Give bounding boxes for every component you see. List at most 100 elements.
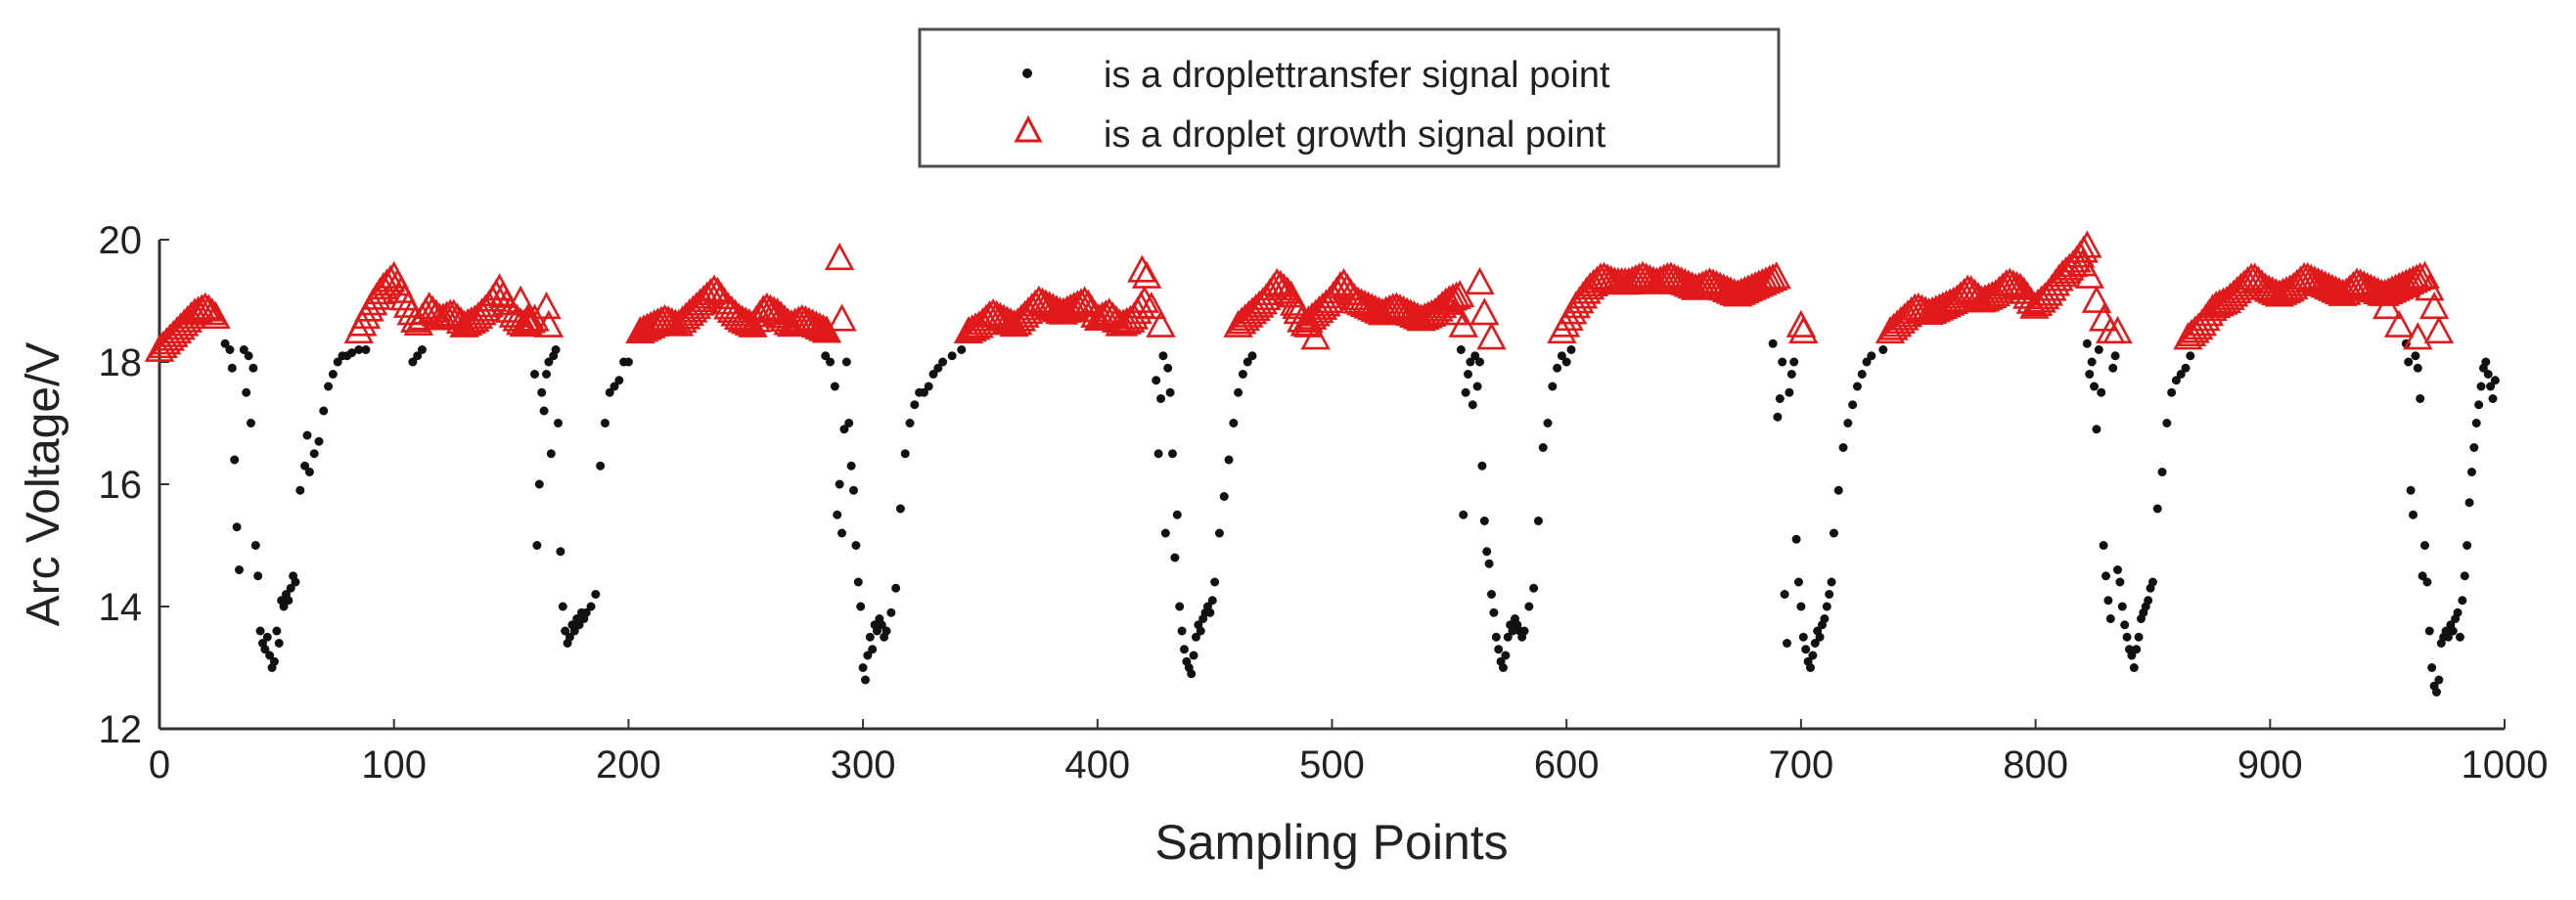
transfer-point — [553, 419, 563, 428]
growth-point — [2074, 260, 2104, 289]
growth-point — [1747, 267, 1778, 295]
transfer-point — [841, 357, 851, 367]
transfer-point — [933, 363, 943, 373]
transfer-point — [2488, 394, 2498, 403]
transfer-point — [249, 363, 258, 373]
transfer-point — [2167, 387, 2177, 397]
growth-point — [713, 292, 744, 320]
transfer-point — [957, 345, 967, 354]
transfer-point — [2132, 645, 2142, 654]
growth-point — [1878, 312, 1909, 340]
transfer-point — [833, 510, 842, 519]
transfer-point — [2082, 338, 2092, 348]
transfer-point — [614, 376, 624, 385]
transfer-point — [2186, 351, 2195, 361]
transfer-point — [1158, 351, 1168, 361]
transfer-point — [300, 461, 310, 471]
transfer-point — [1529, 583, 1539, 593]
transfer-point — [1179, 645, 1189, 654]
transfer-point — [849, 485, 859, 495]
transfer-point — [851, 541, 861, 550]
transfer-point — [269, 656, 279, 666]
transfer-point — [846, 461, 856, 471]
transfer-point — [2460, 571, 2469, 581]
transfer-point — [1243, 357, 1252, 367]
transfer-point — [865, 632, 875, 642]
transfer-point — [623, 357, 633, 367]
transfer-point — [274, 639, 284, 648]
transfer-point — [2486, 382, 2496, 391]
transfer-point — [565, 632, 574, 642]
transfer-point — [1553, 363, 1562, 373]
transfer-point — [2129, 663, 2139, 672]
growth-point — [453, 307, 483, 336]
transfer-point — [309, 449, 319, 459]
transfer-point — [1796, 602, 1806, 611]
transfer-point — [2434, 675, 2444, 685]
transfer-point — [246, 419, 255, 428]
transfer-point — [260, 645, 270, 654]
transfer-point — [1789, 357, 1799, 367]
growth-point — [1788, 316, 1819, 344]
transfer-point — [1827, 577, 1836, 587]
transfer-point — [262, 632, 272, 642]
transfer-point — [558, 602, 567, 611]
transfer-point — [354, 345, 364, 354]
transfer-point — [2115, 577, 2125, 587]
growth-point — [1885, 305, 1916, 335]
growth-point — [2218, 279, 2249, 307]
transfer-point — [2424, 626, 2434, 636]
growth-point — [1230, 303, 1260, 332]
growth-point — [438, 298, 470, 327]
transfer-point — [1224, 455, 1234, 465]
transfer-point — [1508, 626, 1517, 636]
growth-point — [533, 309, 565, 338]
transfer-point — [1857, 370, 1867, 379]
transfer-point — [413, 351, 423, 361]
growth-point — [968, 307, 998, 336]
transfer-point — [2431, 688, 2441, 697]
growth-point — [663, 308, 695, 337]
transfer-point — [2490, 376, 2500, 385]
transfer-point — [860, 675, 870, 685]
transfer-point — [1566, 345, 1576, 354]
growth-point — [2072, 230, 2102, 258]
transfer-point — [2483, 370, 2493, 379]
transfer-point — [1786, 370, 1796, 379]
transfer-point — [302, 430, 312, 440]
growth-point — [375, 264, 406, 292]
transfer-point — [1798, 632, 1808, 642]
transfer-point — [905, 419, 915, 428]
growth-point — [762, 297, 792, 326]
transfer-point — [1479, 517, 1489, 525]
growth-point — [1956, 275, 1986, 303]
transfer-point — [1825, 590, 1834, 599]
transfer-point — [253, 571, 263, 581]
transfer-point — [1852, 382, 1862, 391]
transfer-point — [2422, 577, 2432, 587]
growth-point — [2081, 285, 2112, 313]
transfer-point — [2455, 632, 2464, 642]
transfer-point — [1482, 547, 1492, 557]
transfer-point — [2152, 504, 2162, 514]
growth-point — [2415, 273, 2445, 301]
transfer-point — [1543, 419, 1553, 428]
transfer-point — [1172, 510, 1182, 519]
transfer-point — [863, 651, 873, 660]
growth-point — [1293, 305, 1324, 334]
transfer-point — [232, 522, 242, 532]
transfer-point — [1207, 596, 1217, 606]
transfer-point — [1486, 590, 1496, 599]
growth-point — [824, 243, 855, 271]
transfer-point — [877, 620, 886, 630]
transfer-point — [2469, 443, 2479, 452]
transfer-point — [2413, 363, 2422, 373]
growth-point — [2173, 322, 2203, 350]
growth-point — [1300, 322, 1331, 350]
growth-point — [635, 310, 666, 338]
transfer-point — [1165, 387, 1175, 397]
transfer-point — [2416, 394, 2425, 403]
growth-point — [692, 281, 722, 309]
growth-point — [1282, 292, 1312, 320]
transfer-point — [1168, 449, 1178, 459]
